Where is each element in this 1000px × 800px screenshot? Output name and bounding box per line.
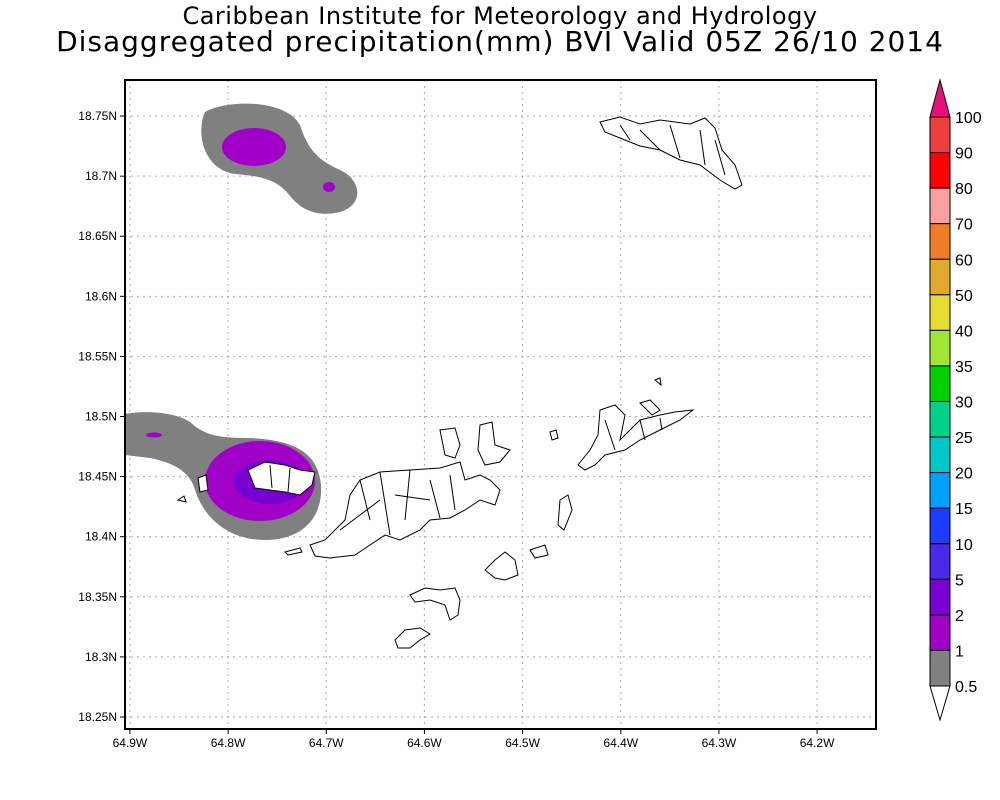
colorbar-label: 25 — [955, 430, 973, 447]
colorbar-label: 40 — [955, 323, 973, 340]
colorbar-label: 90 — [955, 146, 973, 163]
island-tortola — [309, 461, 501, 559]
islands — [176, 116, 743, 649]
colorbar-label: 60 — [955, 252, 973, 269]
colorbar-swatch — [929, 649, 951, 687]
y-tick-label: 18.3N — [85, 650, 117, 664]
colorbar-swatch — [929, 294, 951, 331]
colorbar-swatch — [929, 578, 951, 616]
colorbar-swatch — [929, 401, 951, 438]
island-cooper — [484, 551, 519, 581]
colorbar-swatch — [929, 223, 951, 260]
colorbar-over-triangle — [929, 78, 951, 118]
colorbar-swatch — [929, 258, 951, 296]
colorbar-swatch — [929, 329, 951, 367]
island-jost-van-dyke — [247, 461, 316, 496]
colorbar-label: 100 — [955, 110, 982, 127]
colorbar-swatch — [929, 436, 951, 474]
precip-spot-purple — [323, 182, 335, 192]
colorbar-label: 20 — [955, 466, 973, 483]
colorbar-swatch — [929, 187, 951, 225]
colorbar-label: 10 — [955, 537, 973, 554]
colorbar-label: 5 — [955, 572, 964, 589]
map-product-title: Disaggregated precipitation(mm) BVI Vali… — [56, 25, 944, 58]
precip-field — [125, 103, 358, 540]
colorbar-label: 70 — [955, 217, 973, 234]
y-tick-label: 18.5N — [85, 410, 117, 424]
y-axis: 18.75N 18.7N 18.65N 18.6N 18.55N 18.5N 18.45N 1… — [78, 109, 125, 724]
colorbar-label: 2 — [955, 608, 964, 625]
y-tick-label: 18.75N — [78, 109, 117, 123]
y-tick-label: 18.35N — [78, 590, 117, 604]
x-tick-label: 64.9W — [113, 736, 148, 750]
x-axis: 64.9W 64.8W 64.7W 64.6W 64.5W 64.4W 64.3W 64.2W — [113, 729, 835, 750]
island-ginger — [529, 494, 573, 559]
x-tick-label: 64.5W — [505, 736, 540, 750]
island-peter — [409, 587, 461, 621]
island-small-north — [549, 377, 662, 441]
colorbar-label: 15 — [955, 501, 973, 518]
x-tick-label: 64.4W — [603, 736, 638, 750]
gridlines — [125, 80, 876, 729]
y-tick-label: 18.45N — [78, 470, 117, 484]
precip-area-purple-north — [222, 128, 286, 166]
colorbar-swatch — [929, 365, 951, 402]
y-tick-label: 18.4N — [85, 530, 117, 544]
x-tick-label: 64.8W — [211, 736, 246, 750]
y-tick-label: 18.65N — [78, 229, 117, 243]
plot-frame — [124, 79, 877, 730]
colorbar: 100 90 80 70 60 50 40 35 30 25 20 15 10 5 2 1 0.5 — [929, 78, 982, 722]
island-small-west — [176, 474, 303, 556]
colorbar-swatch — [929, 152, 951, 189]
colorbar-label: 1 — [955, 643, 964, 660]
y-tick-label: 18.7N — [85, 169, 117, 183]
colorbar-swatch — [929, 507, 951, 545]
colorbar-label: 30 — [955, 395, 973, 412]
colorbar-swatch — [929, 472, 951, 509]
island-anegada — [599, 116, 743, 190]
island-norman — [394, 627, 431, 649]
precip-spot-purple-west — [146, 432, 162, 438]
y-tick-label: 18.6N — [85, 289, 117, 303]
colorbar-label: 50 — [955, 288, 973, 305]
x-tick-label: 64.7W — [309, 736, 344, 750]
x-tick-label: 64.2W — [800, 736, 835, 750]
island-east-small — [439, 421, 511, 466]
colorbar-label: 0.5 — [955, 679, 977, 696]
colorbar-under-triangle — [929, 685, 951, 722]
colorbar-swatch — [929, 116, 951, 154]
map-institution-title: Caribbean Institute for Meteorology and … — [182, 2, 818, 30]
colorbar-swatch — [929, 614, 951, 651]
y-tick-label: 18.55N — [78, 349, 117, 363]
y-tick-label: 18.25N — [78, 710, 117, 724]
island-virgin-gorda — [577, 404, 695, 471]
colorbar-label: 80 — [955, 181, 973, 198]
colorbar-swatch — [929, 543, 951, 580]
x-tick-label: 64.3W — [702, 736, 737, 750]
colorbar-label: 35 — [955, 359, 973, 376]
precip-area-gray-north — [201, 103, 358, 214]
x-tick-label: 64.6W — [407, 736, 442, 750]
